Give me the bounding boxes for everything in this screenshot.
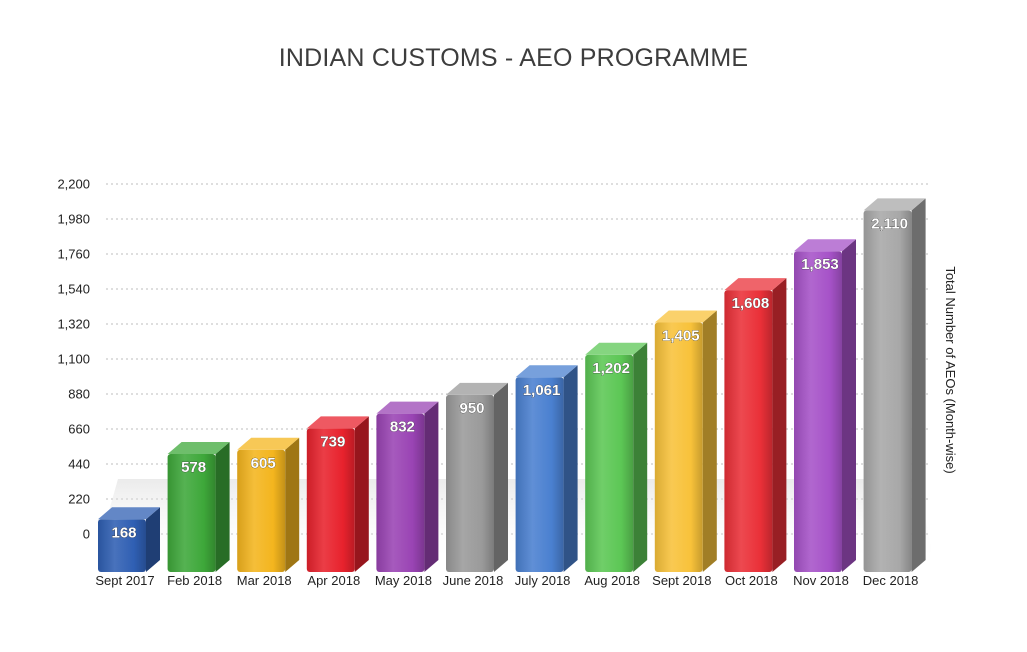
category-label: Sept 2017: [95, 573, 154, 588]
chart-floor: [94, 479, 934, 564]
bar: [585, 342, 648, 572]
bar: [237, 437, 300, 572]
category-label: June 2018: [443, 573, 504, 588]
y-tick-label: 1,320: [57, 317, 90, 332]
bar: [98, 507, 160, 572]
bar-front: [98, 519, 146, 572]
category-label: Mar 2018: [237, 573, 292, 588]
bar-top: [237, 437, 300, 450]
y-axis-ticks: 0 220 440 660 880 1,100 1,320 1,540 1,760 1,980 2,…: [57, 177, 90, 542]
data-label: 2,110: [871, 215, 908, 232]
y-axis-label: Total Number of AEOs (Month-wise): [943, 266, 958, 473]
bar-top: [794, 239, 856, 252]
data-label: 605: [251, 455, 276, 472]
y-tick-label: 440: [68, 457, 90, 472]
category-labels: Sept 2017 Feb 2018 Mar 2018 Apr 2018 May 201…: [95, 573, 918, 588]
y-tick-label: 2,200: [57, 177, 90, 192]
bar-top: [724, 278, 787, 291]
bar-front: [167, 454, 216, 572]
bar-top: [446, 382, 508, 395]
bar-front: [306, 428, 355, 572]
bar: [863, 198, 926, 572]
bar-side: [215, 442, 230, 572]
bar: [167, 442, 230, 572]
data-label: 1,405: [662, 327, 700, 344]
bar-front: [376, 413, 425, 572]
category-label: Aug 2018: [584, 573, 640, 588]
bar-side: [842, 239, 856, 573]
bar-side: [633, 342, 648, 572]
y-tick-label: 220: [68, 492, 90, 507]
data-label: 1,853: [801, 256, 839, 273]
data-label: 832: [390, 419, 415, 436]
bar-front: [515, 377, 564, 572]
data-label: 739: [320, 433, 345, 450]
data-label: 1,202: [592, 360, 630, 377]
chart-title: INDIAN CUSTOMS - AEO PROGRAMME: [278, 44, 749, 72]
category-label: Apr 2018: [307, 573, 360, 588]
bar-top: [863, 198, 926, 211]
category-label: Dec 2018: [863, 573, 919, 588]
bar-side: [911, 198, 926, 572]
bar-side: [285, 437, 300, 572]
y-tick-label: 1,980: [57, 212, 90, 227]
bar-top: [306, 416, 369, 429]
bar-top: [98, 507, 160, 520]
bar-front: [724, 290, 773, 572]
category-label: Feb 2018: [167, 573, 222, 588]
data-label: 1,061: [523, 382, 561, 399]
category-label: Sept 2018: [652, 573, 711, 588]
bar-front: [794, 251, 842, 573]
bar-top: [515, 365, 578, 378]
floor-shadow: [94, 479, 934, 564]
bar-front: [585, 354, 634, 572]
bar-top: [376, 401, 439, 414]
bar: [794, 239, 856, 573]
category-label: Oct 2018: [725, 573, 778, 588]
bar-side: [354, 416, 369, 572]
y-tick-label: 0: [83, 527, 90, 542]
data-label: 950: [459, 400, 484, 417]
bar-top: [654, 310, 717, 323]
y-tick-label: 880: [68, 387, 90, 402]
bar: [724, 278, 787, 572]
category-label: Nov 2018: [793, 573, 849, 588]
bar: [515, 365, 578, 572]
category-label: May 2018: [375, 573, 432, 588]
bar-top: [167, 442, 230, 455]
bar-side: [494, 382, 508, 572]
bar: [446, 382, 508, 572]
bar-side: [424, 401, 439, 572]
bars: [98, 198, 926, 573]
bar-side: [146, 507, 160, 572]
bar-side: [702, 310, 717, 572]
bar: [306, 416, 369, 572]
data-label: 168: [111, 524, 136, 541]
bar-side: [563, 365, 578, 572]
bar: [654, 310, 717, 572]
bar-top: [585, 342, 648, 355]
y-tick-label: 1,540: [57, 282, 90, 297]
bar: [376, 401, 439, 572]
data-label: 578: [181, 459, 206, 476]
bar-front: [654, 322, 703, 572]
bar-side: [772, 278, 787, 572]
bar-front: [863, 210, 912, 572]
bar-front: [237, 449, 286, 572]
y-tick-label: 660: [68, 422, 90, 437]
y-tick-label: 1,760: [57, 247, 90, 262]
category-label: July 2018: [515, 573, 571, 588]
bar-front: [446, 394, 494, 572]
data-labels: 168 578 605 739 832 950 1,061 1,202 1,405 1,608 1,…: [111, 215, 908, 542]
data-label: 1,608: [732, 295, 770, 312]
y-tick-label: 1,100: [57, 352, 90, 367]
